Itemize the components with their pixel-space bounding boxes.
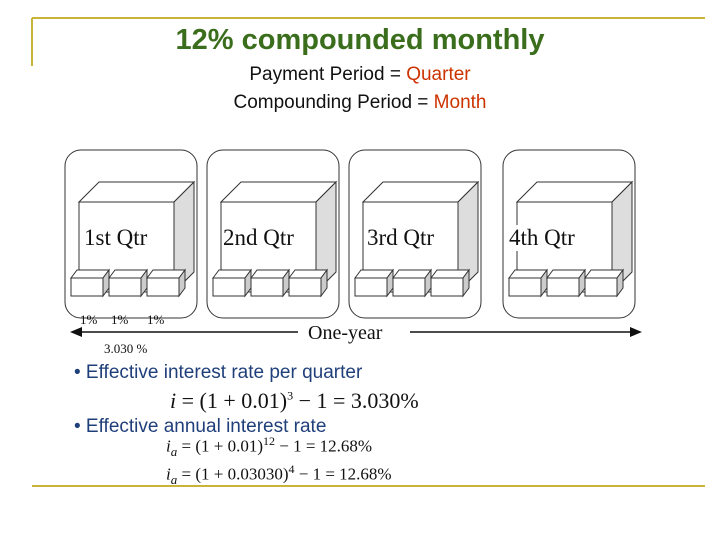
formula-quarter: i = (1 + 0.01)3 − 1 = 3.030% [170,388,419,414]
quarter-rate: 3.030 % [104,341,148,356]
one-year-arrow [70,327,642,337]
slide-title: 12% compounded monthly [175,24,545,56]
formula-annual-quarterly-sub: a [170,472,178,488]
quarter-panel [64,149,198,319]
compounding-period-line: Compounding Period = Month [0,92,720,114]
formula-annual-monthly-sub: a [170,444,178,460]
monthly-rate-2: 1% [111,312,129,327]
formula-quarter-lhs: = (1 + 0.01) [176,388,288,413]
one-year-label: One-year [308,322,383,344]
month-box [288,268,328,298]
formula-quarter-rhs: − 1 = 3.030% [293,388,419,413]
month-box [250,268,290,298]
formula-annual-quarterly-rhs: − 1 = 12.68% [294,464,392,484]
formula-quarter-var: i [170,388,177,413]
bullet-quarter-rate: • Effective interest rate per quarter [74,362,363,383]
monthly-rate-1: 1% [80,312,98,327]
payment-period-line: Payment Period = Quarter [0,64,720,86]
month-box [430,268,470,298]
formula-annual-monthly-rhs: − 1 = 12.68% [274,436,373,456]
formula-annual-quarterly-exp: 4 [288,462,295,476]
quarter-label-2: 2nd Qtr [223,225,294,251]
month-box [392,268,432,298]
compounding-period-value: Month [433,92,487,113]
payment-period-value: Quarter [406,64,471,85]
formula-annual-monthly: ia = (1 + 0.01)12 − 1 = 12.68% [166,434,372,460]
compounding-period-label: Compounding Period = [233,92,434,113]
month-box [212,268,252,298]
bullet-annual-rate: • Effective annual interest rate [74,416,327,437]
month-box [108,268,148,298]
formula-annual-monthly-lhs: = (1 + 0.01) [177,436,263,456]
formula-annual-monthly-var: i [166,436,171,456]
formula-quarter-exp: 3 [287,388,294,403]
quarter-label-1: 1st Qtr [84,225,148,251]
formula-annual-monthly-exp: 12 [262,434,275,448]
formula-annual-quarterly-lhs: = (1 + 0.03030) [177,464,289,484]
month-box [546,268,586,298]
quarter-label-4: 4th Qtr [509,225,575,251]
month-box [584,268,624,298]
quarter-label-3: 3rd Qtr [367,225,435,251]
month-box [146,268,186,298]
payment-period-label: Payment Period = [249,64,407,85]
monthly-rate-3: 1% [147,312,165,327]
month-box [70,268,110,298]
month-box [354,268,394,298]
formula-annual-quarterly: ia = (1 + 0.03030)4 − 1 = 12.68% [166,462,392,488]
month-box [508,268,548,298]
formula-annual-quarterly-var: i [166,464,171,484]
